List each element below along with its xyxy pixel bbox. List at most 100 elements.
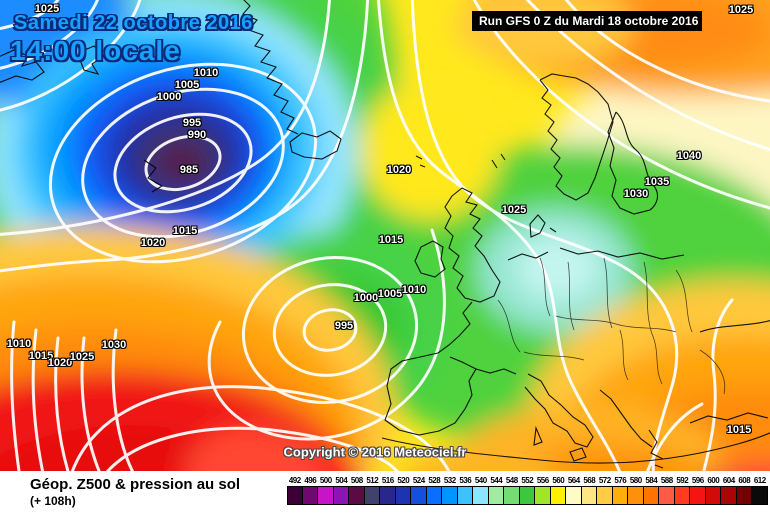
legend-value: 528 — [428, 476, 441, 485]
legend-step: 512 — [364, 476, 380, 505]
run-info-text: Run GFS 0 Z du Mardi 18 octobre 2016 — [479, 14, 699, 28]
legend-value: 588 — [660, 476, 673, 485]
legend-value: 560 — [552, 476, 565, 485]
isobar-label: 1015 — [28, 350, 54, 362]
map-forecast-hour: (+ 108h) — [30, 494, 76, 508]
legend-value: 496 — [304, 476, 317, 485]
forecast-map: 1025 1025 1010 1005 1000 995 990 985 1015 1020 102… — [0, 0, 770, 471]
legend-value: 604 — [722, 476, 735, 485]
legend-swatch — [488, 486, 504, 505]
legend-step: 556 — [535, 476, 551, 505]
legend-value: 540 — [474, 476, 487, 485]
legend-value: 516 — [381, 476, 394, 485]
legend-step: 528 — [426, 476, 442, 505]
legend-swatch — [457, 486, 473, 505]
legend-swatch — [302, 486, 318, 505]
legend-swatch — [535, 486, 551, 505]
legend-swatch — [628, 486, 644, 505]
legend-step: 492 — [287, 476, 303, 505]
legend-step: 592 — [674, 476, 690, 505]
legend-value: 512 — [366, 476, 379, 485]
map-title: Géop. Z500 & pression au sol — [30, 476, 241, 493]
legend-swatch — [752, 486, 768, 505]
legend-step: 496 — [302, 476, 318, 505]
legend-step: 588 — [659, 476, 675, 505]
legend-value: 596 — [691, 476, 704, 485]
legend-step: 612 — [752, 476, 768, 505]
country-borders — [497, 257, 726, 395]
legend-swatch — [736, 486, 752, 505]
legend-value: 536 — [459, 476, 472, 485]
legend-swatch — [395, 486, 411, 505]
isobar-label: 1000 — [156, 91, 182, 103]
legend-step: 576 — [612, 476, 628, 505]
legend-value: 492 — [288, 476, 301, 485]
legend-step: 540 — [473, 476, 489, 505]
legend-step: 564 — [566, 476, 582, 505]
isobar-label: 995 — [334, 320, 354, 332]
legend-swatch — [349, 486, 365, 505]
isobar-label: 995 — [182, 117, 202, 129]
legend-value: 584 — [645, 476, 658, 485]
legend-swatch — [333, 486, 349, 505]
legend-swatch — [411, 486, 427, 505]
legend-swatch — [705, 486, 721, 505]
coastlines — [0, 0, 770, 469]
legend-swatch — [612, 486, 628, 505]
legend-step: 572 — [597, 476, 613, 505]
legend-swatch — [287, 486, 303, 505]
legend-swatch — [442, 486, 458, 505]
legend-value: 576 — [614, 476, 627, 485]
legend-swatch — [519, 486, 535, 505]
legend-swatch — [566, 486, 582, 505]
legend-value: 508 — [350, 476, 363, 485]
isobar-label: 1020 — [140, 237, 166, 249]
legend-step: 544 — [488, 476, 504, 505]
isobar-label: 1030 — [623, 188, 649, 200]
legend-step: 504 — [333, 476, 349, 505]
legend-step: 516 — [380, 476, 396, 505]
legend-value: 532 — [443, 476, 456, 485]
legend-swatch — [380, 486, 396, 505]
legend-swatch — [426, 486, 442, 505]
legend-value: 548 — [505, 476, 518, 485]
isobar-label: 1000 — [353, 292, 379, 304]
legend-step: 536 — [457, 476, 473, 505]
isobar-label: 1020 — [47, 357, 73, 369]
legend-swatch — [643, 486, 659, 505]
legend-step: 508 — [349, 476, 365, 505]
isobar-label: 1005 — [174, 79, 200, 91]
legend-value: 608 — [738, 476, 751, 485]
legend-step: 520 — [395, 476, 411, 505]
legend-swatch — [550, 486, 566, 505]
isobar-label: 1010 — [193, 67, 219, 79]
legend-step: 532 — [442, 476, 458, 505]
legend-step: 568 — [581, 476, 597, 505]
legend-step: 580 — [628, 476, 644, 505]
run-info-box: Run GFS 0 Z du Mardi 18 octobre 2016 — [472, 11, 702, 31]
legend-value: 580 — [629, 476, 642, 485]
isobar-label: 1030 — [101, 339, 127, 351]
isobar-label: 1015 — [378, 234, 404, 246]
legend-value: 592 — [676, 476, 689, 485]
isobar-label: 1005 — [377, 288, 403, 300]
legend-step: 548 — [504, 476, 520, 505]
legend-value: 552 — [521, 476, 534, 485]
isobar-label: 1025 — [501, 204, 527, 216]
legend-swatch — [473, 486, 489, 505]
legend-swatch — [504, 486, 520, 505]
isobar-label: 1010 — [401, 284, 427, 296]
legend-step: 560 — [550, 476, 566, 505]
legend-swatch — [364, 486, 380, 505]
isobar-label: 1025 — [34, 3, 60, 15]
isobar-label: 1015 — [726, 424, 752, 436]
legend-swatch — [659, 486, 675, 505]
forecast-date: Samedi 22 octobre 2016 — [14, 12, 253, 34]
isobar-label: 1035 — [644, 176, 670, 188]
legend-step: 584 — [643, 476, 659, 505]
copyright-text: Copyright © 2016 Meteociel.fr — [283, 444, 467, 460]
legend-value: 524 — [412, 476, 425, 485]
legend-step: 608 — [736, 476, 752, 505]
legend-value: 504 — [335, 476, 348, 485]
